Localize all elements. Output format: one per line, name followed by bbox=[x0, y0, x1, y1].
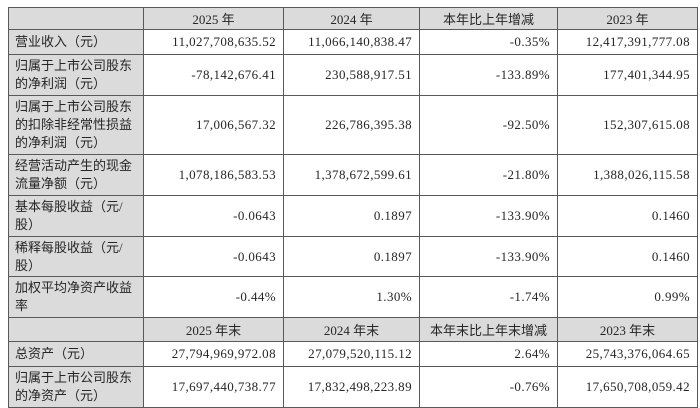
row-label: 归属于上市公司股东的扣除非经常性损益的净利润（元） bbox=[8, 94, 144, 155]
cell-2023-value: 17,650,708,059.42 bbox=[557, 366, 698, 408]
cell-2023-value: 152,307,615.08 bbox=[557, 94, 698, 155]
cell-2024-value: 1,378,672,599.61 bbox=[283, 153, 420, 196]
header-row-annual: 2025 年 2024 年 本年比上年增减 2023 年 bbox=[8, 7, 698, 30]
cell-change-value: -92.50% bbox=[419, 94, 558, 155]
header-yoy-change: 本年比上年增减 bbox=[419, 7, 558, 30]
row-weighted-avg-roe: 加权平均净资产收益率 -0.44% 1.30% -1.74% 0.99% bbox=[8, 276, 698, 319]
row-label: 经营活动产生的现金流量净额（元） bbox=[8, 153, 144, 196]
financial-summary-table: 2025 年 2024 年 本年比上年增减 2023 年 营业收入（元） 11,… bbox=[8, 7, 698, 408]
cell-2025-value: 1,078,186,583.53 bbox=[143, 153, 284, 196]
row-label: 归属于上市公司股东的净资产（元） bbox=[8, 366, 144, 408]
cell-change-value: -0.76% bbox=[419, 366, 558, 408]
header-end-2024: 2024 年末 bbox=[283, 317, 420, 343]
financial-summary: 2025 年 2024 年 本年比上年增减 2023 年 营业收入（元） 11,… bbox=[8, 7, 698, 408]
header-blank-cell bbox=[8, 317, 144, 343]
cell-change-value: -21.80% bbox=[419, 153, 558, 196]
cell-2025-value: 27,794,969,972.08 bbox=[143, 341, 284, 368]
cell-2025-value: -78,142,676.41 bbox=[143, 54, 284, 96]
header-year-2025: 2025 年 bbox=[143, 7, 284, 30]
cell-2024-value: 226,786,395.38 bbox=[283, 94, 420, 155]
row-basic-eps: 基本每股收益（元/股） -0.0643 0.1897 -133.90% 0.14… bbox=[8, 194, 698, 237]
row-diluted-eps: 稀释每股收益（元/股） -0.0643 0.1897 -133.90% 0.14… bbox=[8, 235, 698, 278]
row-net-profit-excl-nonrecurring: 归属于上市公司股东的扣除非经常性损益的净利润（元） 17,006,567.32 … bbox=[8, 94, 698, 155]
cell-2023-value: 12,417,391,777.08 bbox=[557, 29, 698, 55]
header-row-period-end: 2025 年末 2024 年末 本年末比上年末增减 2023 年末 bbox=[8, 317, 698, 343]
header-blank-cell bbox=[8, 7, 144, 30]
row-total-assets: 总资产（元） 27,794,969,972.08 27,079,520,115.… bbox=[8, 341, 698, 368]
header-period-change: 本年末比上年末增减 bbox=[419, 317, 558, 343]
cell-2024-value: 0.1897 bbox=[283, 194, 420, 237]
cell-2024-value: 27,079,520,115.12 bbox=[283, 341, 420, 368]
row-label: 营业收入（元） bbox=[8, 29, 144, 55]
cell-2025-value: -0.44% bbox=[143, 276, 284, 319]
cell-2024-value: 0.1897 bbox=[283, 235, 420, 278]
row-net-profit-attributable: 归属于上市公司股东的净利润（元） -78,142,676.41 230,588,… bbox=[8, 54, 698, 96]
cell-change-value: -133.89% bbox=[419, 54, 558, 96]
cell-2025-value: 17,006,567.32 bbox=[143, 94, 284, 155]
cell-2025-value: -0.0643 bbox=[143, 235, 284, 278]
cell-change-value: 2.64% bbox=[419, 341, 558, 368]
cell-2023-value: 177,401,344.95 bbox=[557, 54, 698, 96]
row-net-assets-attributable: 归属于上市公司股东的净资产（元） 17,697,440,738.77 17,83… bbox=[8, 366, 698, 408]
header-year-2024: 2024 年 bbox=[283, 7, 420, 30]
header-end-2023: 2023 年末 bbox=[557, 317, 698, 343]
header-year-2023: 2023 年 bbox=[557, 7, 698, 30]
header-end-2025: 2025 年末 bbox=[143, 317, 284, 343]
cell-change-value: -0.35% bbox=[419, 29, 558, 55]
row-label: 加权平均净资产收益率 bbox=[8, 276, 144, 319]
cell-2024-value: 11,066,140,838.47 bbox=[283, 29, 420, 55]
cell-2023-value: 0.1460 bbox=[557, 235, 698, 278]
cell-2024-value: 230,588,917.51 bbox=[283, 54, 420, 96]
cell-2025-value: 11,027,708,635.52 bbox=[143, 29, 284, 55]
cell-2024-value: 17,832,498,223.89 bbox=[283, 366, 420, 408]
cell-2023-value: 0.99% bbox=[557, 276, 698, 319]
row-operating-revenue: 营业收入（元） 11,027,708,635.52 11,066,140,838… bbox=[8, 29, 698, 55]
cell-change-value: -1.74% bbox=[419, 276, 558, 319]
row-operating-cash-flow: 经营活动产生的现金流量净额（元） 1,078,186,583.53 1,378,… bbox=[8, 153, 698, 196]
row-label: 总资产（元） bbox=[8, 341, 144, 368]
row-label: 稀释每股收益（元/股） bbox=[8, 235, 144, 278]
cell-change-value: -133.90% bbox=[419, 235, 558, 278]
row-label: 归属于上市公司股东的净利润（元） bbox=[8, 54, 144, 96]
cell-change-value: -133.90% bbox=[419, 194, 558, 237]
cell-2025-value: 17,697,440,738.77 bbox=[143, 366, 284, 408]
cell-2024-value: 1.30% bbox=[283, 276, 420, 319]
cell-2023-value: 0.1460 bbox=[557, 194, 698, 237]
row-label: 基本每股收益（元/股） bbox=[8, 194, 144, 237]
cell-2023-value: 1,388,026,115.58 bbox=[557, 153, 698, 196]
cell-2023-value: 25,743,376,064.65 bbox=[557, 341, 698, 368]
cell-2025-value: -0.0643 bbox=[143, 194, 284, 237]
